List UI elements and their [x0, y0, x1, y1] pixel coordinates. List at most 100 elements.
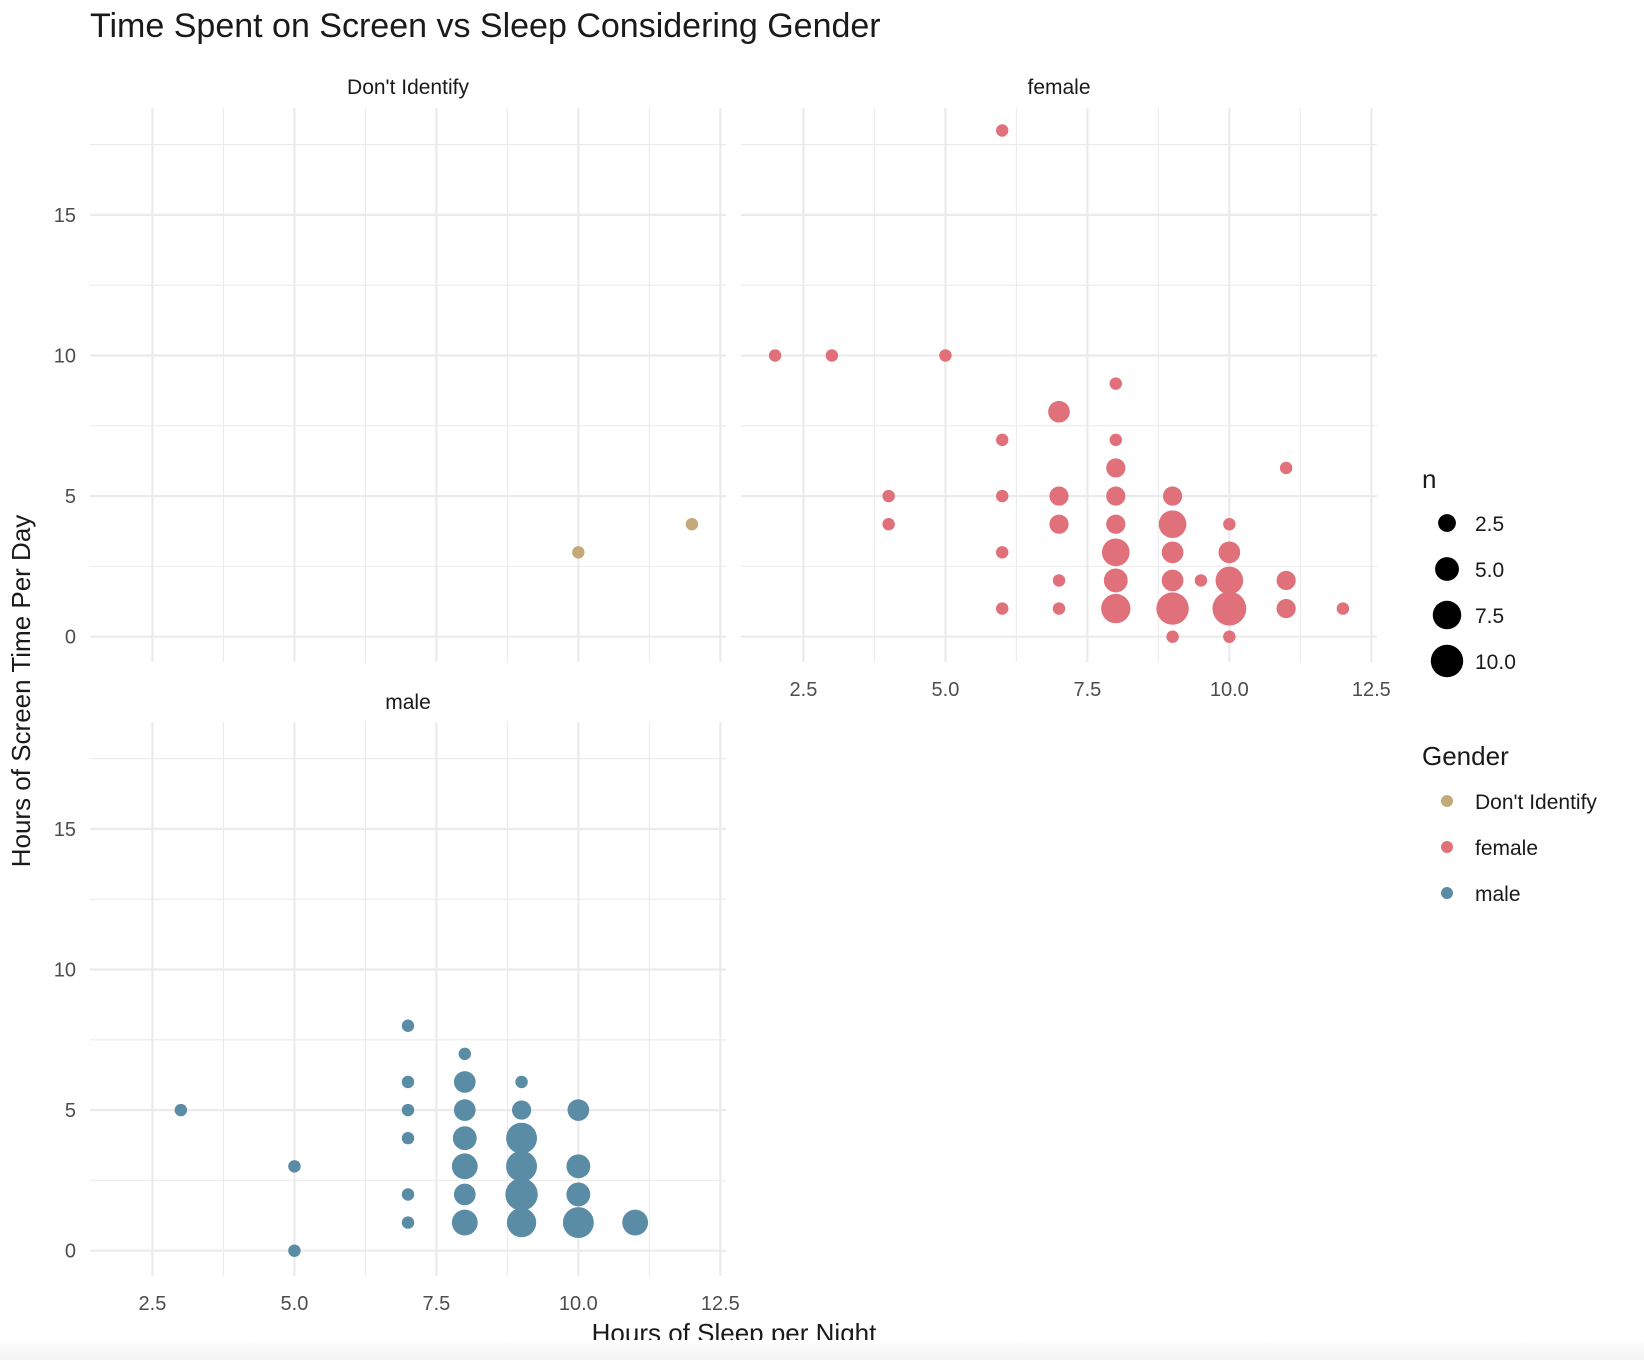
y-tick-label: 0: [65, 627, 76, 649]
x-tick-label: 2.5: [139, 1293, 167, 1315]
data-point: [567, 1099, 590, 1121]
data-point: [995, 124, 1009, 137]
data-point: [1212, 591, 1247, 626]
size-legend: n 2.5 5.0 7.5 10.0: [1422, 464, 1516, 678]
data-point: [995, 433, 1009, 447]
size-legend-label: 10.0: [1475, 651, 1516, 674]
facet-strip-label: female: [1027, 76, 1090, 99]
size-legend-label: 5.0: [1475, 559, 1504, 582]
size-legend-key: [1430, 644, 1464, 678]
color-legend-key: [1441, 887, 1453, 899]
data-point: [451, 1209, 478, 1236]
panel-male: male: [90, 691, 726, 1276]
data-point: [1223, 517, 1236, 531]
color-legend-label: male: [1475, 883, 1521, 906]
data-point: [622, 1209, 649, 1236]
data-point: [939, 349, 952, 362]
data-point: [1049, 486, 1069, 506]
data-point: [1162, 486, 1183, 506]
y-tick-label: 10: [54, 959, 76, 981]
y-axis-ticks: 0 5 10 15: [54, 819, 76, 1263]
data-point: [1279, 461, 1293, 475]
data-point: [401, 1019, 415, 1032]
data-point: [506, 1150, 538, 1182]
data-point: [1336, 602, 1350, 615]
x-tick-label: 12.5: [1352, 679, 1391, 701]
panel-points: [572, 517, 699, 559]
data-point: [453, 1099, 476, 1121]
color-legend-label: female: [1475, 837, 1538, 860]
data-point: [1276, 598, 1296, 619]
data-point: [562, 1207, 594, 1239]
data-point: [1049, 514, 1069, 534]
data-point: [458, 1047, 472, 1061]
data-point: [506, 1122, 538, 1154]
x-axis-ticks: 2.5 5.0 7.5 10.0 12.5: [790, 679, 1391, 701]
color-legend-key: [1441, 841, 1453, 853]
data-point: [1101, 538, 1130, 567]
color-legend-items: Don't Identify female male: [1441, 791, 1597, 906]
data-point: [401, 1075, 415, 1089]
data-point: [995, 489, 1009, 503]
y-axis-title: Hours of Screen Time Per Day: [6, 515, 36, 868]
data-point: [1109, 433, 1123, 447]
data-point: [1048, 400, 1070, 423]
data-point: [511, 1100, 532, 1120]
x-tick-label: 5.0: [932, 679, 960, 701]
x-tick-label: 7.5: [422, 1293, 450, 1315]
chart-title: Time Spent on Screen vs Sleep Considerin…: [90, 7, 881, 45]
data-point: [401, 1188, 415, 1201]
data-point: [566, 1182, 591, 1207]
x-tick-label: 12.5: [701, 1293, 740, 1315]
data-point: [288, 1244, 301, 1257]
y-tick-label: 5: [65, 486, 76, 508]
data-point: [288, 1160, 301, 1173]
y-tick-label: 15: [54, 819, 76, 841]
data-point: [515, 1075, 528, 1089]
data-point: [825, 349, 839, 362]
color-legend-label: Don't Identify: [1475, 791, 1597, 814]
panel-grid: [741, 108, 1377, 662]
x-tick-label: 2.5: [790, 679, 818, 701]
size-legend-label: 2.5: [1475, 513, 1504, 536]
data-point: [1161, 569, 1184, 592]
window-bottom-edge: [0, 1340, 1644, 1360]
color-legend: Gender Don't Identify female male: [1422, 741, 1597, 906]
panel-points: [768, 124, 1350, 643]
data-point: [1161, 541, 1184, 564]
data-point: [1106, 486, 1126, 506]
y-tick-label: 10: [54, 345, 76, 367]
data-point: [1052, 602, 1066, 615]
color-legend-key: [1441, 795, 1453, 807]
y-tick-label: 0: [65, 1241, 76, 1263]
data-point: [1156, 592, 1189, 625]
data-point: [768, 349, 782, 362]
data-point: [1106, 458, 1126, 478]
panel-grid: [90, 108, 726, 662]
panel-dont-identify: Don't Identify: [90, 76, 726, 662]
x-tick-label: 7.5: [1073, 679, 1101, 701]
data-point: [1109, 377, 1123, 390]
facet-strip-label: male: [385, 691, 431, 714]
data-point: [882, 489, 895, 503]
data-point: [1106, 514, 1126, 534]
x-tick-label: 10.0: [1210, 679, 1249, 701]
data-point: [882, 517, 895, 531]
data-point: [566, 1154, 591, 1179]
data-point: [995, 546, 1009, 559]
size-legend-items: 2.5 5.0 7.5 10.0: [1430, 513, 1516, 678]
data-point: [1194, 574, 1208, 587]
x-axis-ticks: 2.5 5.0 7.5 10.0 12.5: [139, 1293, 740, 1315]
data-point: [1223, 630, 1236, 643]
data-point: [685, 517, 699, 531]
y-tick-label: 15: [54, 205, 76, 227]
size-legend-key: [1435, 557, 1459, 581]
data-point: [452, 1126, 477, 1151]
size-legend-key: [1438, 514, 1456, 532]
panel-grid: [90, 722, 726, 1276]
data-point: [401, 1103, 415, 1117]
data-point: [572, 546, 585, 559]
facet-strip-label: Don't Identify: [347, 76, 469, 99]
data-point: [1052, 574, 1066, 587]
